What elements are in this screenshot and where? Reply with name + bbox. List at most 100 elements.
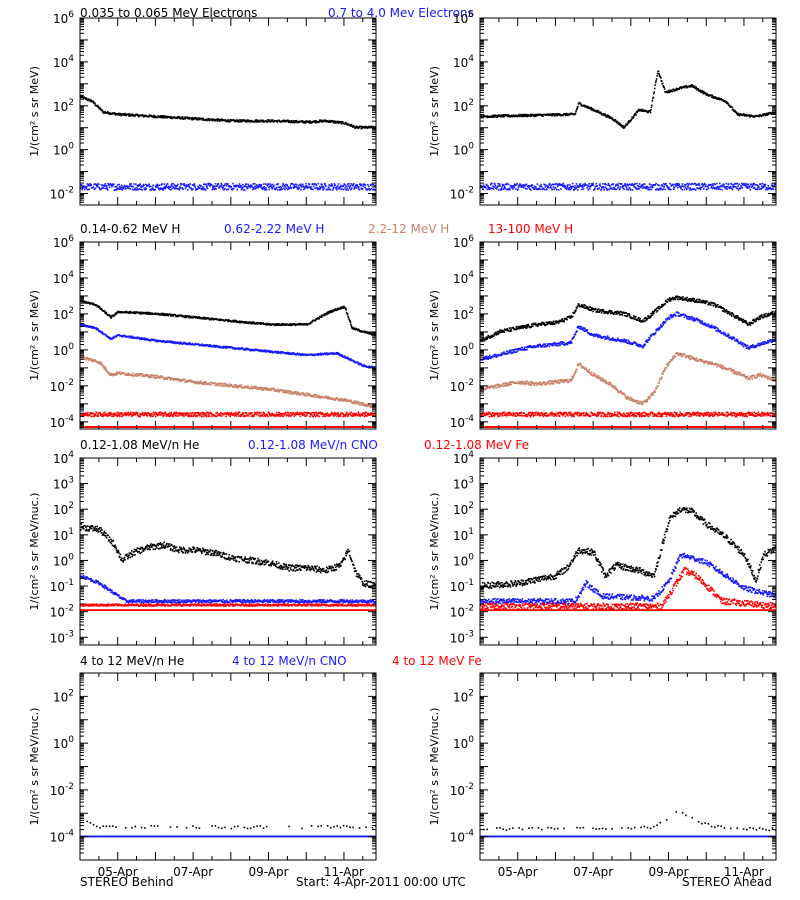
data-point	[275, 350, 277, 353]
data-point	[351, 187, 353, 190]
data-point	[586, 187, 589, 189]
data-point	[338, 187, 341, 190]
data-point	[604, 113, 606, 116]
data-point	[286, 184, 288, 187]
data-point	[331, 185, 334, 187]
data-point	[164, 186, 167, 188]
data-point	[285, 120, 287, 123]
data-point	[323, 120, 325, 123]
data-point	[319, 187, 322, 189]
data-point	[231, 187, 234, 190]
data-point	[631, 116, 634, 118]
data-point	[144, 375, 147, 377]
data-point	[491, 187, 494, 190]
data-point	[147, 312, 150, 315]
data-point	[337, 120, 340, 123]
data-point	[138, 184, 140, 186]
data-point	[740, 185, 743, 188]
data-point	[150, 374, 153, 376]
data-point	[132, 189, 135, 191]
data-point	[605, 116, 608, 118]
data-point	[623, 188, 625, 191]
data-point	[94, 187, 97, 190]
data-point	[160, 414, 163, 416]
data-point	[540, 185, 543, 188]
data-point	[101, 413, 104, 415]
data-point	[329, 189, 332, 191]
data-point	[191, 184, 194, 186]
data-point	[179, 378, 182, 381]
data-point	[204, 318, 206, 320]
data-point	[346, 313, 349, 315]
data-point	[535, 187, 538, 190]
data-point	[629, 189, 632, 191]
data-point	[298, 354, 300, 356]
data-point	[506, 182, 508, 185]
data-point	[595, 182, 598, 185]
data-point	[203, 316, 206, 319]
data-point	[524, 184, 526, 187]
data-point	[119, 186, 122, 189]
data-point	[329, 311, 332, 314]
data-point	[85, 97, 88, 100]
data-point	[627, 188, 630, 191]
data-point	[633, 185, 635, 188]
data-point	[334, 184, 337, 186]
data-point	[265, 189, 268, 191]
data-point	[158, 184, 161, 186]
data-point	[721, 188, 723, 191]
data-point	[512, 188, 514, 190]
data-point	[167, 340, 169, 342]
data-point	[533, 185, 536, 188]
data-point	[251, 186, 254, 188]
data-point	[266, 183, 268, 186]
data-point	[730, 182, 732, 185]
data-point	[127, 113, 130, 116]
data-point	[246, 321, 249, 324]
data-point	[351, 327, 354, 330]
data-point	[174, 187, 176, 190]
data-point	[163, 414, 165, 417]
data-point	[354, 402, 357, 404]
data-point	[720, 184, 723, 187]
data-point	[200, 117, 203, 120]
data-point	[182, 184, 185, 186]
data-point	[764, 113, 766, 115]
data-point	[285, 187, 288, 189]
data-point	[642, 185, 644, 187]
data-point	[245, 347, 247, 350]
data-point	[149, 185, 152, 188]
data-point	[565, 187, 567, 190]
data-point	[147, 184, 150, 186]
data-point	[118, 112, 120, 115]
data-point	[360, 402, 362, 404]
data-point	[733, 184, 735, 186]
data-point	[539, 185, 542, 188]
data-point	[590, 106, 592, 109]
data-point	[614, 119, 617, 122]
data-point	[312, 395, 315, 398]
data-point	[220, 382, 223, 385]
data-point	[654, 84, 656, 86]
data-point	[262, 322, 264, 324]
data-point	[129, 413, 132, 416]
data-point	[106, 112, 108, 114]
data-point	[534, 113, 537, 116]
data-point	[595, 109, 598, 112]
data-point	[131, 374, 134, 376]
data-point	[89, 185, 91, 187]
data-point	[242, 186, 245, 188]
legend-label: 0.035 to 0.065 MeV Electrons	[80, 6, 257, 20]
data-point	[348, 182, 350, 185]
data-point	[212, 185, 215, 187]
data-point	[647, 189, 649, 191]
data-point	[117, 187, 120, 189]
data-point	[161, 183, 163, 185]
data-point	[100, 184, 103, 186]
data-point	[482, 188, 484, 190]
data-point	[251, 349, 253, 352]
data-point	[264, 349, 267, 352]
data-point	[110, 317, 112, 319]
data-point	[124, 334, 126, 337]
data-point	[297, 186, 300, 188]
